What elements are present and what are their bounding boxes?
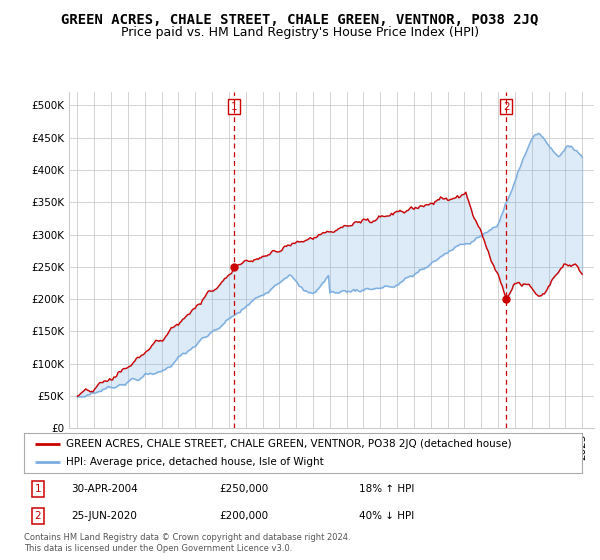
Text: 18% ↑ HPI: 18% ↑ HPI [359, 484, 414, 494]
Text: 40% ↓ HPI: 40% ↓ HPI [359, 511, 414, 521]
Text: £200,000: £200,000 [220, 511, 268, 521]
Text: 1: 1 [231, 101, 238, 111]
Text: This data is licensed under the Open Government Licence v3.0.: This data is licensed under the Open Gov… [24, 544, 292, 553]
Text: Price paid vs. HM Land Registry's House Price Index (HPI): Price paid vs. HM Land Registry's House … [121, 26, 479, 39]
Text: 2: 2 [35, 511, 41, 521]
Text: 1: 1 [35, 484, 41, 494]
Text: GREEN ACRES, CHALE STREET, CHALE GREEN, VENTNOR, PO38 2JQ: GREEN ACRES, CHALE STREET, CHALE GREEN, … [61, 13, 539, 27]
Text: 25-JUN-2020: 25-JUN-2020 [71, 511, 137, 521]
Text: HPI: Average price, detached house, Isle of Wight: HPI: Average price, detached house, Isle… [66, 458, 323, 467]
Text: £250,000: £250,000 [220, 484, 269, 494]
Text: 30-APR-2004: 30-APR-2004 [71, 484, 138, 494]
Text: GREEN ACRES, CHALE STREET, CHALE GREEN, VENTNOR, PO38 2JQ (detached house): GREEN ACRES, CHALE STREET, CHALE GREEN, … [66, 439, 511, 449]
Text: Contains HM Land Registry data © Crown copyright and database right 2024.: Contains HM Land Registry data © Crown c… [24, 533, 350, 542]
Text: 2: 2 [503, 101, 509, 111]
